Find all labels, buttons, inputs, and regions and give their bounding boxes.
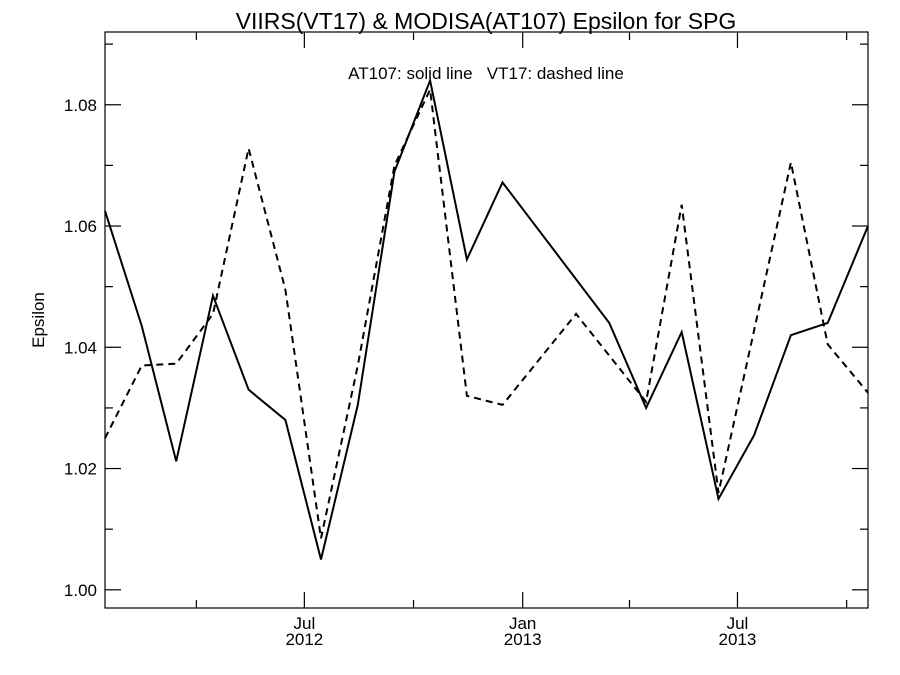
series-line-at107 <box>104 76 869 560</box>
legend-annotation: AT107: solid line VT17: dashed line <box>348 64 624 83</box>
y-tick-label: 1.06 <box>64 217 97 236</box>
y-axis-label: Epsilon <box>29 292 48 348</box>
chart-title: VIIRS(VT17) & MODISA(AT107) Epsilon for … <box>236 8 737 34</box>
x-tick-label-month: Jul <box>727 614 749 633</box>
x-tick-label-year: 2013 <box>504 630 542 649</box>
axis-tick-labels: 1.001.021.041.061.08Jul2012Jan2013Jul201… <box>64 96 756 649</box>
axis-ticks <box>105 32 868 608</box>
x-tick-label-year: 2012 <box>285 630 323 649</box>
y-tick-label: 1.04 <box>64 338 97 357</box>
x-tick-label-month: Jul <box>293 614 315 633</box>
x-tick-label-month: Jan <box>509 614 536 633</box>
y-tick-label: 1.08 <box>64 96 97 115</box>
y-tick-label: 1.00 <box>64 581 97 600</box>
y-tick-label: 1.02 <box>64 460 97 479</box>
plot-frame <box>104 31 869 609</box>
x-tick-label-year: 2013 <box>719 630 757 649</box>
series-line-vt17 <box>104 86 869 539</box>
series-layer <box>104 76 869 560</box>
